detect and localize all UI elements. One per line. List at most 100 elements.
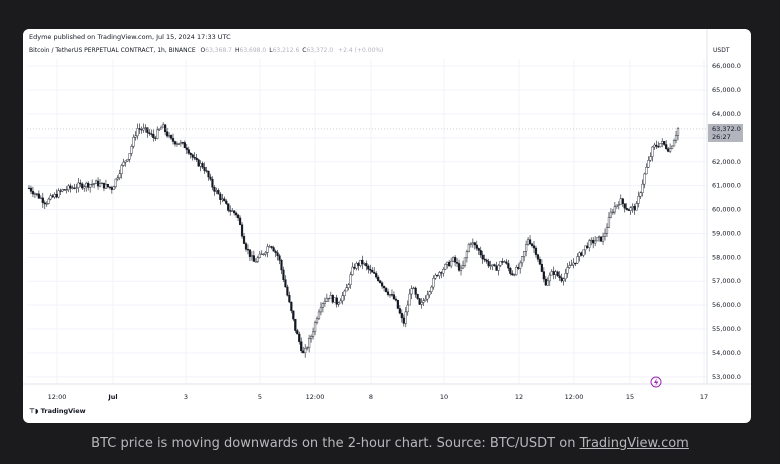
candle-body [284,279,287,288]
x-tick-label: 12:00 [565,393,584,401]
candle-body [367,265,370,270]
candle-body [256,257,259,262]
candle-body [538,259,542,265]
price-chart[interactable]: 66,000.065,000.064,000.063,000.062,000.0… [23,29,751,423]
candle-body [124,160,127,163]
currency-label: USDT [713,47,730,54]
published-info: Edyme published on TradingView.com, Jul … [29,33,231,41]
candle-body [201,163,204,168]
candle-body [116,177,119,180]
candle-body [61,189,64,192]
candle-body [554,271,557,275]
candle-body [321,303,325,308]
candle-body [653,144,656,148]
x-tick-label: 5 [258,393,262,401]
candle-body [233,210,236,214]
candle-body [112,186,115,190]
candle-body [509,268,512,274]
candle-body [672,140,676,147]
candle-body [665,144,668,149]
candle-body [643,173,646,185]
candle-body [335,297,338,305]
candle-body [503,261,506,263]
candle-body [317,311,321,319]
y-tick-label: 65,000.0 [712,86,741,94]
candle-body [532,245,536,249]
candle-body [191,154,194,158]
candle-body [98,183,102,187]
candle-body [114,178,117,187]
candle-body [663,141,666,145]
candle-body [485,259,488,262]
caption-text: BTC price is moving downwards on the 2-h… [91,436,580,451]
candle-body [493,264,496,267]
candle-body [83,186,86,189]
candle-body [402,317,405,324]
candle-body [209,176,212,180]
candle-body [47,198,50,204]
candle-body [629,207,632,211]
candle-body [627,209,630,211]
candle-body [87,182,90,188]
candle-body [329,295,332,299]
candle-body [144,127,147,129]
candle-body [150,133,153,135]
candle-body [339,300,342,304]
candle-body [300,341,303,352]
candle-body [276,252,279,256]
candle-body [670,145,674,149]
candle-body [268,246,271,248]
candle-body [81,183,84,189]
candle-body [530,243,534,246]
candle-body [461,265,465,269]
y-tick-label: 59,000.0 [712,229,741,237]
candle-body [325,297,328,302]
candle-body [100,182,104,185]
candle-body [528,239,532,245]
x-tick-label: 10 [440,393,448,401]
candle-body [128,153,131,160]
caption-link[interactable]: TradingView.com [579,436,689,451]
candle-body [337,302,340,305]
candle-body [659,143,662,147]
candle-body [162,124,165,128]
candle-body [205,170,208,172]
candle-body [195,157,198,160]
candle-body [102,182,106,189]
candle-body [457,263,461,271]
candle-body [167,135,171,137]
candle-body [343,290,346,296]
candle-body [483,258,486,261]
candle-body [215,190,218,192]
price-change: +2.4 (+0.00%) [338,47,384,54]
candle-body [615,204,618,207]
y-tick-label: 61,000.0 [712,182,741,190]
y-tick-label: 56,000.0 [712,301,741,309]
candle-body [187,149,190,154]
candle-body [487,261,490,267]
candle-body [96,180,100,187]
candle-body [246,249,250,251]
candle-body [481,254,484,260]
candle-body [304,348,307,354]
candle-body [306,347,309,349]
candle-body [455,261,459,264]
candle-body [607,216,611,228]
candle-body [132,137,135,147]
candle-body [661,141,664,144]
candle-body [497,265,500,271]
candle-body [238,217,242,225]
candle-body [674,135,678,141]
candle-body [148,132,151,134]
candle-body [556,271,559,276]
candle-body [53,194,56,198]
candle-body [552,271,555,275]
candle-body [513,274,516,276]
candle-body [189,153,192,155]
candle-body [426,294,429,300]
candle-body [65,189,68,191]
candle-body [181,142,184,144]
candle-body [432,278,435,288]
lightning-icon[interactable] [650,376,662,388]
x-tick-label: 12:00 [48,393,67,401]
